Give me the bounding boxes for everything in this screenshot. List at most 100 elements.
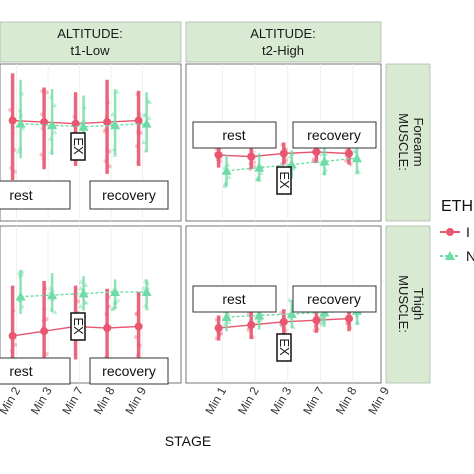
mean-point xyxy=(78,288,89,298)
strip-right-bottom-line2: Thigh xyxy=(411,288,426,321)
ex-label-top-left: EX xyxy=(71,137,86,155)
raw-point xyxy=(141,112,147,118)
mean-point xyxy=(110,120,121,130)
rest-box-bottom-right xyxy=(192,285,277,313)
raw-point xyxy=(311,157,316,162)
raw-point xyxy=(141,139,147,144)
strip-right-bottom-line1: MUSCLE: xyxy=(396,275,411,333)
raw-point xyxy=(52,102,58,108)
x-tick-right-3: Min 7 xyxy=(300,384,327,417)
rest-box-top-right xyxy=(192,121,277,149)
legend-title: ETH xyxy=(441,198,473,215)
recovery-box-top-right xyxy=(292,121,377,149)
mean-point xyxy=(47,290,58,300)
raw-point xyxy=(78,303,84,309)
x-tick-left-1: Min 3 xyxy=(28,384,55,417)
mean-point xyxy=(141,286,152,296)
rest-label-top-right: rest xyxy=(222,127,245,143)
x-tick-right-2: Min 3 xyxy=(268,384,295,417)
strip-top-left-line1: ALTITUDE: xyxy=(57,26,123,41)
mean-point xyxy=(15,291,26,301)
ex-box-bottom-left xyxy=(70,312,86,341)
strip-right-top xyxy=(385,63,431,222)
raw-point xyxy=(133,335,138,340)
mean-point xyxy=(286,308,297,318)
strip-right-bottom xyxy=(385,225,431,384)
x-axis-title: STAGE xyxy=(165,433,211,449)
recovery-box-bottom-right xyxy=(292,285,377,313)
raw-point xyxy=(226,319,232,324)
rest-label-bottom-left: rest xyxy=(9,363,32,379)
rest-label-bottom-right: rest xyxy=(222,291,245,307)
mean-point xyxy=(319,156,330,166)
x-tick-labels: Min 2 Min 3 Min 7 Min 8 Min 9 Min 1 Min 2 Min 3… xyxy=(0,384,392,417)
mean-point xyxy=(47,120,58,130)
raw-point xyxy=(356,169,362,174)
strip-top-right xyxy=(185,21,382,63)
legend-marker-2 xyxy=(445,251,455,260)
raw-point xyxy=(52,309,58,315)
mean-point xyxy=(214,324,223,333)
x-tick-right-0: Min 1 xyxy=(202,384,229,417)
recovery-label-bottom-left: recovery xyxy=(102,363,156,379)
recovery-label-top-right: recovery xyxy=(307,127,361,143)
mean-point xyxy=(15,118,26,128)
mean-point xyxy=(279,317,288,326)
recovery-label-top-left: recovery xyxy=(102,187,156,203)
strip-top-left-line2: t1-Low xyxy=(70,43,110,58)
raw-point xyxy=(319,151,325,157)
ex-label-top-right: EX xyxy=(277,171,292,189)
raw-point xyxy=(222,183,228,189)
strip-top-right-line1: ALTITUDE: xyxy=(250,26,316,41)
ex-label-bottom-left: EX xyxy=(71,317,86,335)
mean-point xyxy=(247,320,256,329)
x-tick-left-3: Min 8 xyxy=(91,384,118,417)
raw-point xyxy=(110,306,116,311)
mean-point xyxy=(352,153,362,163)
legend-label-2: N xyxy=(466,248,474,264)
mean-point xyxy=(279,149,288,158)
x-tick-left-2: Min 7 xyxy=(59,384,86,417)
recovery-box-top-left xyxy=(89,180,169,210)
raw-point xyxy=(109,306,115,311)
raw-point xyxy=(141,285,147,291)
mean-point xyxy=(247,152,256,161)
strip-top-left xyxy=(0,21,182,63)
panel-bottom-left xyxy=(0,225,182,384)
mean-point xyxy=(345,149,353,158)
raw-point xyxy=(78,285,84,291)
x-tick-left-0: Min 2 xyxy=(0,384,23,417)
raw-point xyxy=(83,299,89,305)
raw-point xyxy=(52,129,58,135)
mean-point xyxy=(71,119,80,128)
mean-point xyxy=(103,118,112,127)
legend-label-1: I xyxy=(466,224,470,240)
mean-point xyxy=(345,314,353,323)
raw-point xyxy=(20,126,26,131)
rest-label-top-left: rest xyxy=(9,187,32,203)
mean-point xyxy=(110,286,121,296)
mean-point xyxy=(103,324,112,333)
recovery-label-bottom-right: recovery xyxy=(307,291,361,307)
rest-box-bottom-left xyxy=(0,357,71,385)
ex-label-bottom-right: EX xyxy=(277,338,292,356)
ex-box-top-right xyxy=(276,166,292,195)
raw-point xyxy=(147,99,153,104)
series-line-1-0 xyxy=(20,122,147,128)
strip-top-right-line2: t2-High xyxy=(262,43,304,58)
x-tick-right-4: Min 8 xyxy=(333,384,360,417)
strip-right-top-line1: MUSCLE: xyxy=(396,113,411,171)
ex-box-top-left xyxy=(70,132,86,161)
mean-point xyxy=(254,162,265,172)
mean-point xyxy=(134,322,143,331)
legend-marker-1 xyxy=(446,228,454,236)
x-tick-right-5: Min 9 xyxy=(365,384,392,417)
mean-point xyxy=(312,316,321,325)
mean-point xyxy=(214,151,223,160)
mean-point xyxy=(286,159,297,169)
raw-point xyxy=(246,327,251,332)
mean-point xyxy=(8,116,17,125)
mean-point xyxy=(134,116,143,125)
mean-point xyxy=(8,331,17,340)
